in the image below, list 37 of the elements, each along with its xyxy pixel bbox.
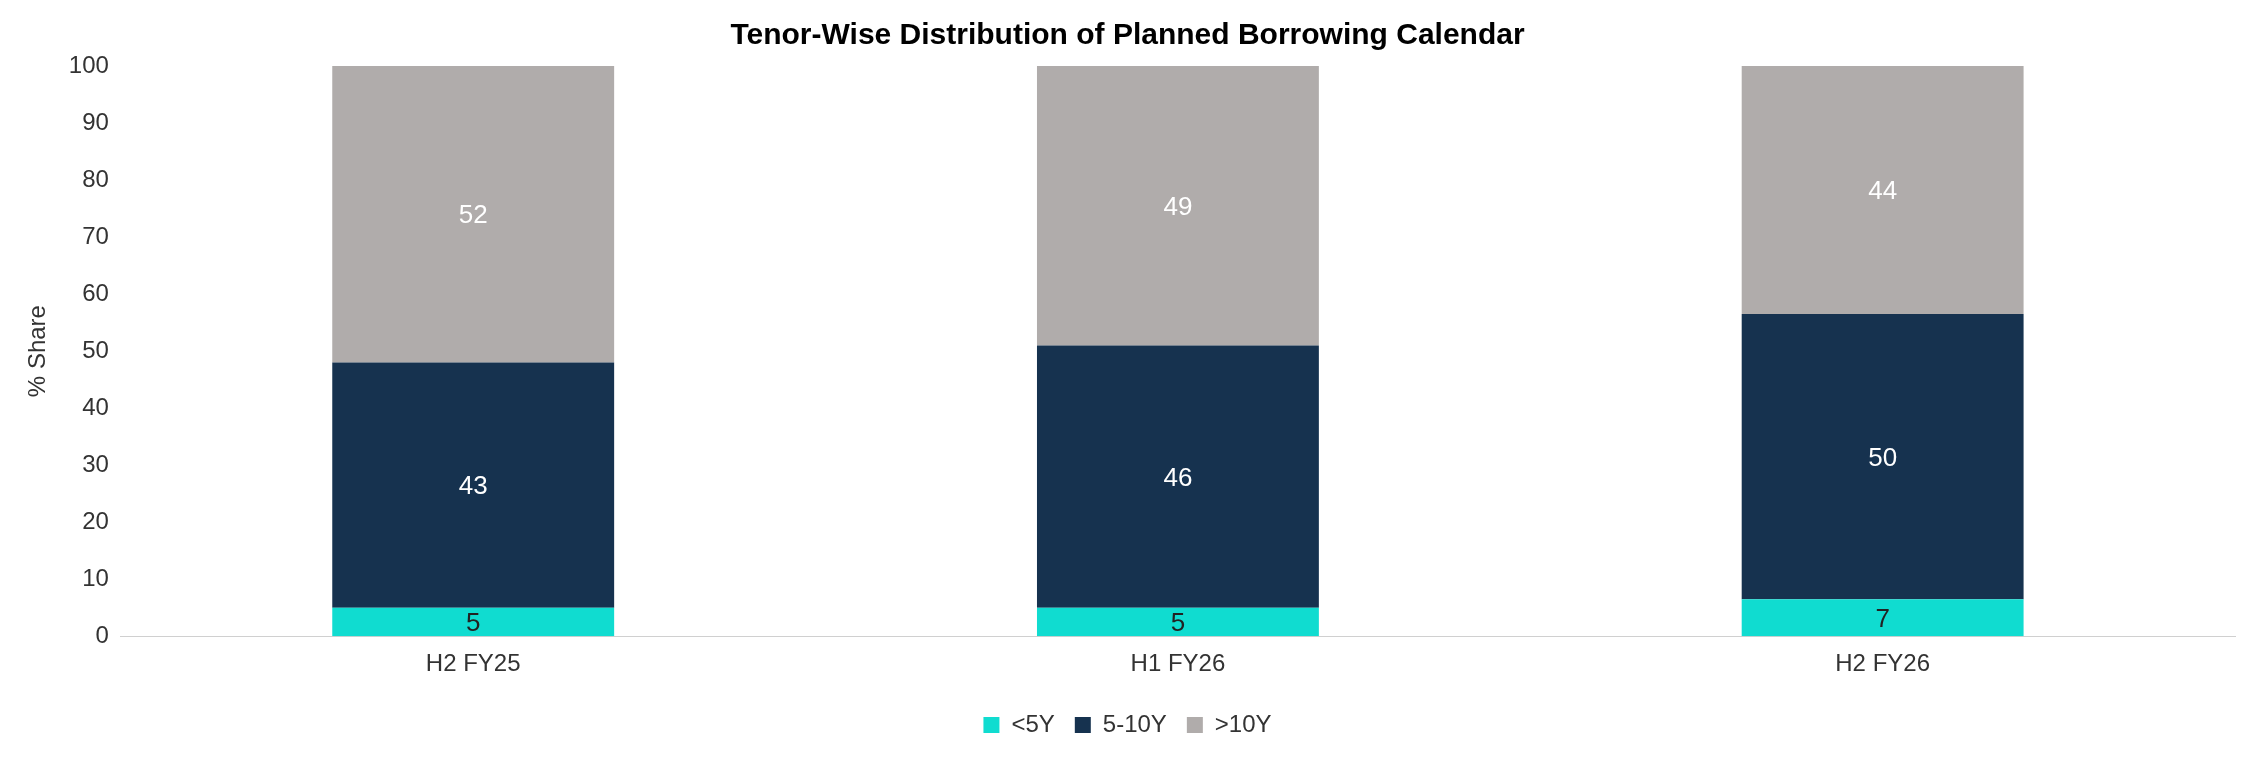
legend-label: >10Y	[1214, 709, 1272, 737]
bar	[1036, 345, 1319, 608]
bar	[332, 362, 615, 608]
y-tick-label: 50	[82, 335, 109, 363]
y-tick-label: 0	[95, 620, 109, 648]
y-tick-label: 40	[82, 392, 109, 420]
data-label: 46	[1163, 461, 1193, 492]
y-tick-label: 100	[68, 50, 109, 78]
data-label: 49	[1163, 190, 1193, 221]
legend-label: <5Y	[1011, 709, 1055, 737]
legend-label: 5-10Y	[1102, 709, 1167, 737]
y-tick-label: 30	[82, 449, 109, 477]
chart-title: Tenor-Wise Distribution of Planned Borrowing Calendar	[730, 17, 1525, 51]
data-label: 5	[465, 607, 481, 638]
bar	[1741, 66, 2024, 315]
bar	[332, 66, 615, 363]
data-label: 52	[458, 199, 488, 230]
bar	[1741, 599, 2024, 637]
y-tick-label: 60	[82, 278, 109, 306]
y-tick-label: 10	[82, 563, 109, 591]
y-tick-label: 90	[82, 107, 109, 135]
x-tick-label: H2 FY26	[1835, 649, 1930, 677]
bar	[1741, 314, 2024, 600]
y-tick-label: 20	[82, 506, 109, 534]
data-label: 50	[1868, 441, 1898, 472]
bar	[332, 607, 615, 637]
data-label: 44	[1868, 175, 1898, 206]
data-label: 7	[1875, 602, 1890, 633]
y-tick-label: 70	[82, 221, 109, 249]
y-tick-label: 80	[82, 164, 109, 192]
bar	[1036, 66, 1319, 346]
data-label: 5	[1170, 607, 1186, 638]
data-label: 43	[458, 470, 488, 501]
x-tick-label: H2 FY25	[425, 649, 521, 677]
y-axis-title: % Share	[23, 305, 51, 398]
x-tick-label: H1 FY26	[1130, 649, 1226, 677]
bar	[1036, 607, 1319, 637]
